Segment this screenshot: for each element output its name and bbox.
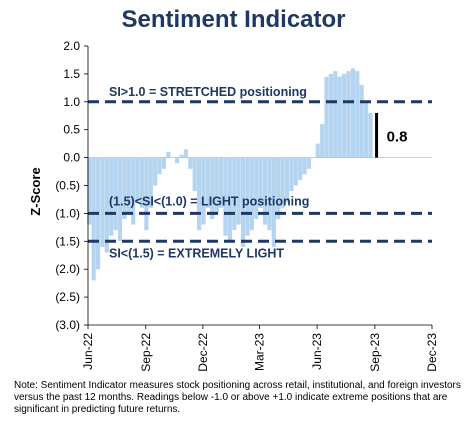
- x-tick-label: Sep-22: [139, 333, 153, 372]
- y-tick-label: 0.0: [63, 151, 80, 165]
- bar: [223, 157, 228, 236]
- x-tick-label: Dec-23: [425, 333, 439, 372]
- bar: [245, 157, 250, 236]
- y-tick-label: 2.0: [63, 39, 80, 53]
- bar: [153, 157, 158, 186]
- bar: [148, 157, 153, 208]
- bar: [355, 71, 360, 158]
- bar: [139, 157, 145, 208]
- current-value-label: 0.8: [387, 128, 408, 145]
- x-tick-label: Jun-23: [310, 333, 324, 370]
- bar: [197, 157, 202, 231]
- bar: [293, 157, 298, 186]
- bar: [91, 157, 96, 281]
- bar: [117, 157, 123, 242]
- bar: [175, 157, 180, 164]
- reference-labels-group: SI>1.0 = STRETCHED positioning (1.5)<SI<(…: [109, 85, 309, 260]
- sentiment-chart: 2.0 1.5 1.0 0.5 0.0 (0.5) (1.0) (1.5) (2.0) (2.5)…: [28, 39, 439, 372]
- y-tick-label: 1.0: [63, 95, 80, 109]
- bar: [240, 157, 246, 247]
- y-tick-label: (0.5): [55, 179, 80, 193]
- y-ticks-group: 2.0 1.5 1.0 0.5 0.0 (0.5) (1.0) (1.5) (2.0) (2.5)…: [55, 39, 88, 332]
- bar: [87, 157, 92, 225]
- y-tick-label: (2.0): [55, 262, 80, 276]
- y-tick-label: (2.5): [55, 290, 80, 304]
- y-tick-label: (1.5): [55, 234, 80, 248]
- bar: [232, 157, 237, 231]
- y-tick-label: (1.0): [55, 206, 80, 220]
- bar: [210, 157, 215, 219]
- bar: [306, 157, 312, 169]
- bar: [205, 157, 210, 208]
- reference-lines-group: [88, 100, 432, 243]
- bar: [109, 157, 114, 236]
- bar: [157, 157, 162, 175]
- reference-label: SI>1.0 = STRETCHED positioning: [109, 85, 307, 99]
- bar: [218, 157, 224, 208]
- bar: [276, 157, 281, 219]
- x-tick-label: Jun-22: [81, 333, 95, 370]
- bar: [227, 157, 232, 242]
- bar: [135, 157, 140, 203]
- bar: [201, 157, 206, 225]
- bar: [122, 157, 127, 219]
- bar: [320, 124, 325, 158]
- x-ticks-group: Jun-22 Sep-22 Dec-22 Mar-23 Jun-23 Sep-23 Dec-…: [81, 325, 439, 372]
- bar: [144, 157, 149, 231]
- bar: [302, 157, 307, 175]
- chart-title: Sentiment Indicator: [121, 6, 346, 33]
- bar: [131, 157, 136, 225]
- bar: [337, 76, 342, 158]
- bar: [188, 157, 193, 169]
- bar: [346, 71, 351, 158]
- y-tick-label: 1.5: [63, 67, 80, 81]
- bar: [254, 157, 259, 219]
- bar: [271, 157, 276, 247]
- bar: [289, 157, 294, 192]
- bar: [113, 157, 118, 231]
- bar: [324, 76, 329, 158]
- bar: [100, 157, 105, 247]
- y-tick-label: (3.0): [55, 318, 80, 332]
- x-tick-label: Dec-22: [196, 333, 210, 372]
- bar: [298, 157, 303, 180]
- x-tick-label: Mar-23: [252, 333, 266, 371]
- bar: [267, 157, 272, 231]
- bar: [350, 68, 355, 158]
- reference-label: (1.5)<SI<(1.0) = LIGHT positioning: [109, 194, 309, 208]
- bar: [183, 149, 189, 158]
- bar: [166, 152, 171, 158]
- bar: [262, 157, 268, 225]
- x-tick-label: Sep-23: [368, 333, 382, 372]
- bar: [161, 157, 167, 169]
- y-tick-label: 0.5: [63, 123, 80, 137]
- bar: [333, 71, 338, 158]
- bar: [364, 101, 369, 158]
- bar: [236, 157, 241, 225]
- bar: [104, 157, 109, 253]
- bar: [179, 154, 184, 158]
- bar: [249, 157, 254, 231]
- y-axis-label: Z-Score: [28, 167, 43, 215]
- bar: [328, 73, 334, 158]
- bar: [368, 112, 373, 158]
- bar: [126, 157, 131, 214]
- bar: [214, 157, 219, 214]
- bar: [359, 85, 364, 158]
- reference-label: SI<(1.5) = EXTREMELY LIGHT: [109, 246, 284, 260]
- bar: [342, 73, 347, 158]
- bar: [284, 157, 290, 203]
- bars-group: [87, 68, 373, 281]
- bar: [315, 143, 320, 158]
- bar: [258, 157, 263, 208]
- bar: [192, 157, 197, 192]
- footnote: Note: Sentiment Indicator measures stock…: [14, 380, 461, 415]
- bar: [280, 157, 285, 208]
